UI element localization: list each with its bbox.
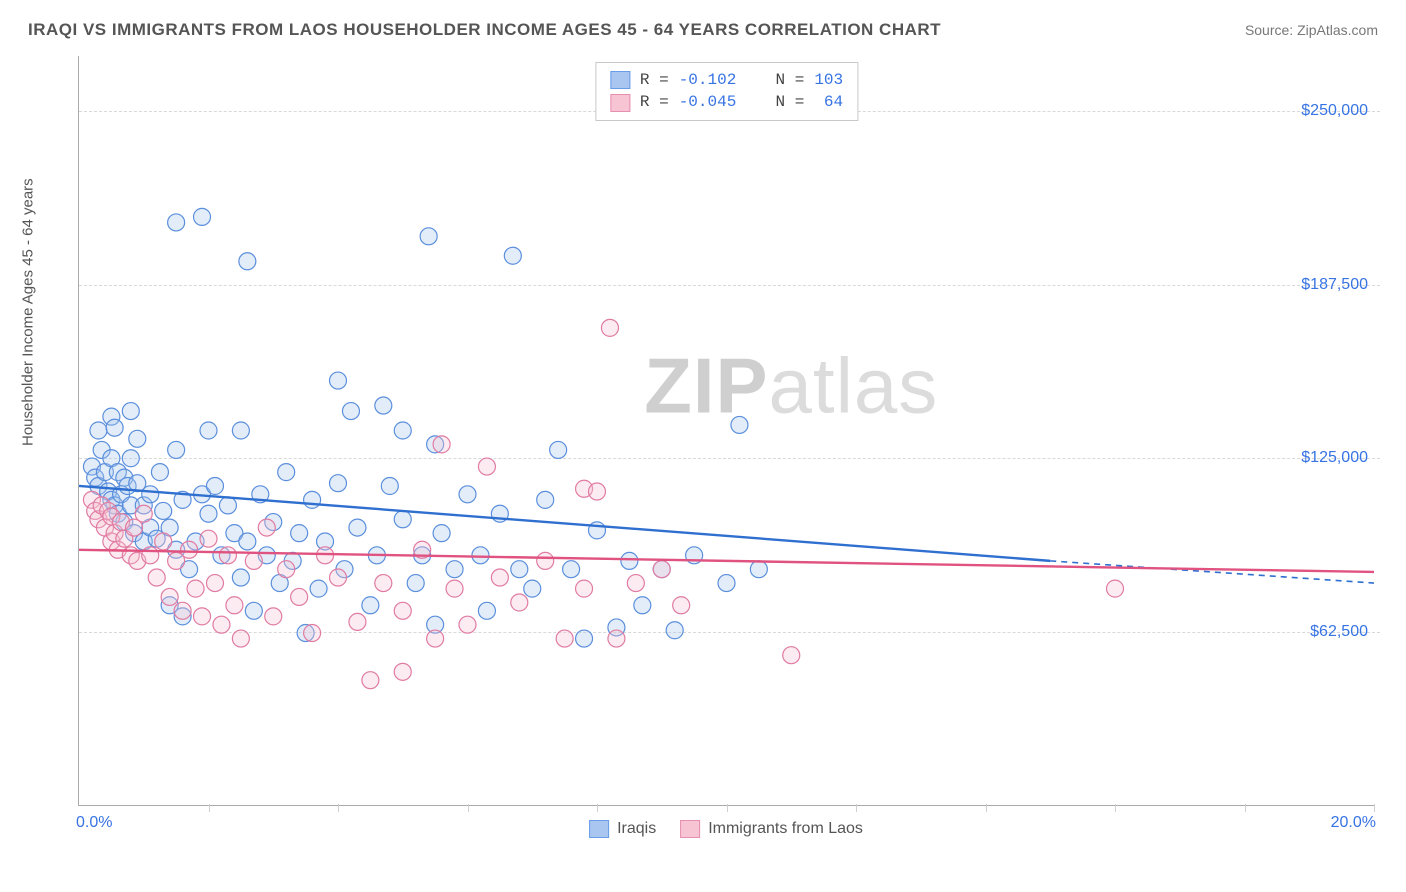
legend-swatch-icon	[610, 94, 630, 112]
source-label: Source: ZipAtlas.com	[1245, 22, 1378, 38]
x-axis-min: 0.0%	[76, 814, 112, 832]
n-label: N =	[776, 91, 805, 113]
legend-swatch-icon	[680, 820, 700, 838]
chart-container: IRAQI VS IMMIGRANTS FROM LAOS HOUSEHOLDE…	[0, 0, 1406, 892]
r-label: R =	[640, 69, 669, 91]
r-label: R =	[640, 91, 669, 113]
legend-label: Immigrants from Laos	[708, 820, 863, 838]
legend-swatch-icon	[610, 71, 630, 89]
n-label: N =	[776, 69, 805, 91]
chart-title: IRAQI VS IMMIGRANTS FROM LAOS HOUSEHOLDE…	[28, 20, 941, 40]
r-value: -0.045	[679, 91, 737, 113]
scatter-svg-layer	[79, 56, 1374, 805]
n-value: 64	[814, 91, 843, 113]
x-axis-max: 20.0%	[1331, 814, 1376, 832]
legend-row: R = -0.045 N = 64	[610, 91, 843, 113]
legend-label: Iraqis	[617, 820, 656, 838]
y-axis-label: Householder Income Ages 45 - 64 years	[20, 178, 37, 446]
legend-swatch-icon	[589, 820, 609, 838]
chart-area: Householder Income Ages 45 - 64 years ZI…	[22, 46, 1384, 846]
series-legend: Iraqis Immigrants from Laos	[589, 820, 863, 838]
plot-area: ZIPatlas R = -0.102 N = 103 R = -0.045 N	[78, 56, 1374, 806]
r-value: -0.102	[679, 69, 737, 91]
x-axis-area: 0.0% 20.0% Iraqis Immigrants from Laos	[78, 810, 1374, 846]
correlation-legend: R = -0.102 N = 103 R = -0.045 N = 64	[595, 62, 858, 121]
n-value: 103	[814, 69, 843, 91]
legend-item: Iraqis	[589, 820, 656, 838]
legend-item: Immigrants from Laos	[680, 820, 863, 838]
legend-row: R = -0.102 N = 103	[610, 69, 843, 91]
chart-header: IRAQI VS IMMIGRANTS FROM LAOS HOUSEHOLDE…	[22, 20, 1384, 46]
